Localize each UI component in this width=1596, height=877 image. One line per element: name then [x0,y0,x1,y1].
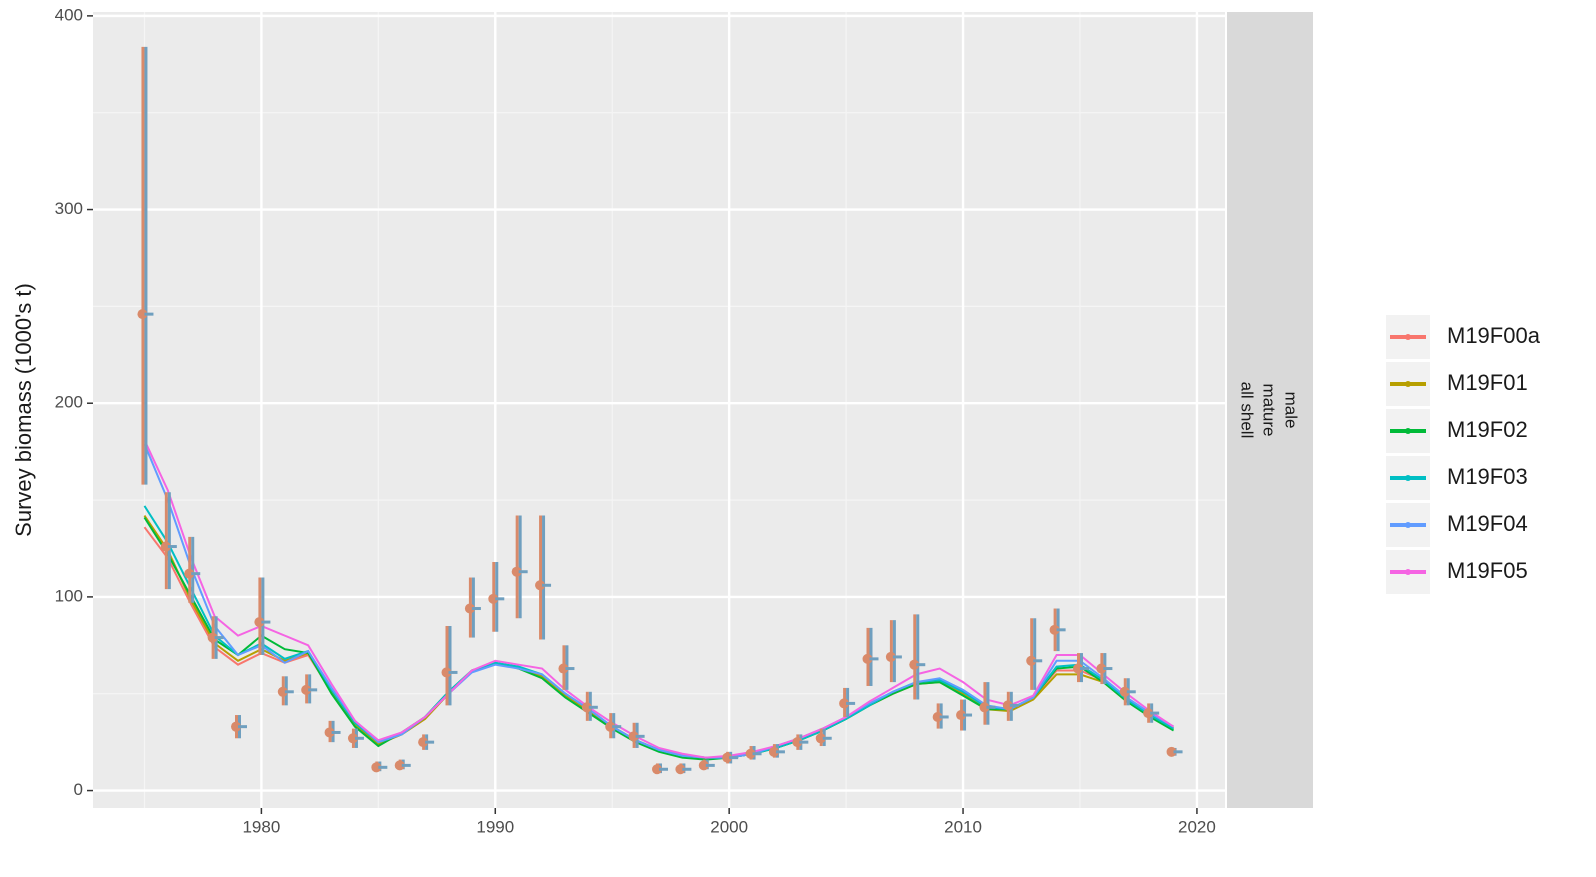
observed-point [1026,655,1037,666]
observed-point [324,727,335,738]
observed-point [1166,746,1177,757]
series-line [143,443,1175,759]
observed-point [1002,700,1013,711]
legend-label: M19F00a [1447,323,1541,348]
x-tick-label: 2020 [1178,817,1216,836]
strip-label: male mature all shell [1238,382,1301,439]
observed-point [792,737,803,748]
legend-swatch [1405,381,1411,387]
legend-swatch [1405,334,1411,340]
observed-point [745,748,756,759]
observed-point [1072,663,1083,674]
observed-point [956,710,967,721]
series-line [143,439,1175,759]
legend-label: M19F01 [1447,370,1528,395]
observed-point [675,764,686,775]
observed-point [1143,708,1154,719]
observed-point [1096,663,1107,674]
observed-point [277,686,288,697]
observed-point [347,733,358,744]
y-tick-label: 300 [55,199,83,218]
observed-point [488,593,499,604]
observed-point [394,760,405,771]
observed-point [464,603,475,614]
strip-text: male [1282,392,1301,429]
observed-point [558,663,569,674]
legend-label: M19F03 [1447,464,1528,489]
observed-point [979,702,990,713]
legend-swatch [1405,428,1411,434]
x-tick-label: 2010 [944,817,982,836]
observed-point [768,746,779,757]
panel [93,12,1225,808]
observed-point [839,698,850,709]
observed-point [605,721,616,732]
observed-point [137,309,148,320]
observed-point [371,762,382,773]
legend-swatch [1405,522,1411,528]
observed-point [932,711,943,722]
observed-point [301,684,312,695]
observed-point [652,764,662,775]
legend-label: M19F02 [1447,417,1528,442]
observed-point [722,752,733,763]
y-axis-label: Survey biomass (1000's t) [11,283,36,537]
observed-point [1049,624,1060,635]
observed-point [418,737,429,748]
observed-point [231,721,242,732]
x-tick-label: 1990 [476,817,514,836]
x-tick-label: 1980 [242,817,280,836]
legend-swatch [1405,475,1411,481]
observed-point [254,617,265,628]
strip-text: mature [1260,384,1279,437]
y-tick-label: 100 [55,586,83,605]
observed-point [628,731,639,742]
legend-label: M19F04 [1447,511,1528,536]
observed-point [885,651,896,662]
observed-point [698,760,709,771]
legend-label: M19F05 [1447,558,1528,583]
observed-point [207,632,218,643]
observed-point [909,659,920,670]
strip-text: all shell [1238,382,1257,439]
legend-swatch [1405,569,1411,575]
x-tick-label: 2000 [710,817,748,836]
observed-point [160,541,171,552]
observed-point [441,667,452,678]
strip [1227,12,1313,808]
observed-point [1119,686,1130,697]
observed-point [184,568,195,579]
observed-point [511,566,522,577]
y-tick-label: 400 [55,5,83,24]
observed-point [815,733,826,744]
y-tick-label: 200 [55,393,83,412]
y-tick-label: 0 [74,780,83,799]
observed-point [535,580,546,591]
observed-point [862,653,873,664]
observed-point [581,702,592,713]
